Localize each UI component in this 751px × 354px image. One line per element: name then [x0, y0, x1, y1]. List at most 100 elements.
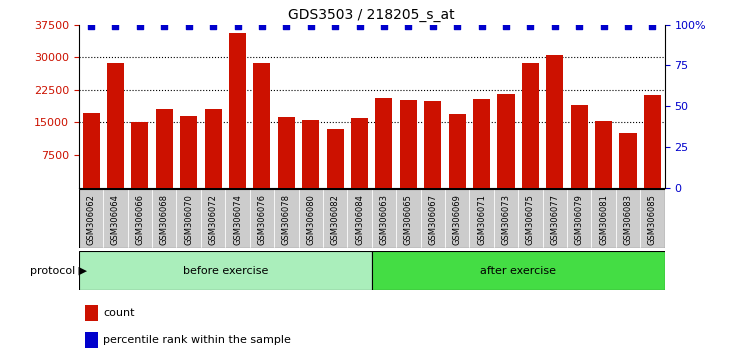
- Bar: [421, 189, 445, 248]
- Bar: [372, 189, 397, 248]
- Point: [231, 24, 243, 29]
- Bar: [351, 118, 368, 188]
- Point: [427, 24, 439, 29]
- Text: GSM306082: GSM306082: [330, 194, 339, 245]
- Point: [85, 24, 97, 29]
- Bar: [372, 251, 665, 290]
- Point: [622, 24, 634, 29]
- Text: ▶: ▶: [75, 266, 87, 276]
- Text: count: count: [104, 308, 135, 318]
- Bar: [445, 189, 469, 248]
- Bar: [644, 95, 661, 188]
- Bar: [424, 101, 442, 188]
- Bar: [302, 120, 319, 188]
- Bar: [347, 189, 372, 248]
- Bar: [397, 189, 421, 248]
- Text: GSM306065: GSM306065: [404, 194, 413, 245]
- Text: after exercise: after exercise: [480, 266, 556, 276]
- Bar: [567, 189, 592, 248]
- Point: [451, 24, 463, 29]
- Text: GSM306063: GSM306063: [379, 194, 388, 245]
- Point: [500, 24, 512, 29]
- Bar: [131, 122, 149, 188]
- Bar: [128, 189, 152, 248]
- Point: [110, 24, 122, 29]
- Point: [158, 24, 170, 29]
- Bar: [204, 109, 222, 188]
- Text: GSM306083: GSM306083: [623, 194, 632, 245]
- Point: [329, 24, 341, 29]
- Point: [134, 24, 146, 29]
- Bar: [152, 189, 176, 248]
- Bar: [546, 55, 563, 188]
- Bar: [376, 98, 393, 188]
- Text: percentile rank within the sample: percentile rank within the sample: [104, 335, 291, 346]
- Point: [378, 24, 390, 29]
- Bar: [299, 189, 323, 248]
- Bar: [201, 189, 225, 248]
- Bar: [180, 116, 198, 188]
- Text: GSM306073: GSM306073: [502, 194, 511, 245]
- Bar: [620, 133, 637, 188]
- Point: [573, 24, 585, 29]
- Bar: [229, 34, 246, 188]
- Bar: [107, 63, 124, 188]
- Text: GSM306064: GSM306064: [111, 194, 120, 245]
- Point: [475, 24, 487, 29]
- Point: [280, 24, 292, 29]
- Point: [598, 24, 610, 29]
- Text: GSM306080: GSM306080: [306, 194, 315, 245]
- Bar: [595, 121, 612, 188]
- Bar: [83, 113, 100, 188]
- Bar: [323, 189, 347, 248]
- Text: GSM306067: GSM306067: [428, 194, 437, 245]
- Text: GSM306062: GSM306062: [86, 194, 95, 245]
- Text: GSM306074: GSM306074: [233, 194, 242, 245]
- Bar: [518, 189, 542, 248]
- Text: GSM306069: GSM306069: [453, 194, 462, 245]
- Text: GSM306066: GSM306066: [135, 194, 144, 245]
- Text: before exercise: before exercise: [182, 266, 268, 276]
- Bar: [571, 105, 588, 188]
- Bar: [448, 114, 466, 188]
- Point: [256, 24, 268, 29]
- Text: GSM306081: GSM306081: [599, 194, 608, 245]
- Bar: [400, 100, 417, 188]
- Text: protocol: protocol: [30, 266, 75, 276]
- Point: [647, 24, 659, 29]
- Bar: [473, 99, 490, 188]
- Text: GSM306085: GSM306085: [648, 194, 657, 245]
- Point: [207, 24, 219, 29]
- Bar: [542, 189, 567, 248]
- Title: GDS3503 / 218205_s_at: GDS3503 / 218205_s_at: [288, 8, 455, 22]
- Bar: [249, 189, 274, 248]
- Point: [549, 24, 561, 29]
- Bar: [176, 189, 201, 248]
- Text: GSM306076: GSM306076: [258, 194, 267, 245]
- Text: GSM306075: GSM306075: [526, 194, 535, 245]
- Text: GSM306077: GSM306077: [550, 194, 559, 245]
- Bar: [225, 189, 249, 248]
- Text: GSM306084: GSM306084: [355, 194, 364, 245]
- Bar: [522, 63, 539, 188]
- Point: [403, 24, 415, 29]
- Bar: [494, 189, 518, 248]
- Bar: [85, 305, 98, 321]
- Text: GSM306068: GSM306068: [160, 194, 169, 245]
- Text: GSM306078: GSM306078: [282, 194, 291, 245]
- Point: [182, 24, 195, 29]
- Bar: [278, 117, 295, 188]
- Text: GSM306072: GSM306072: [209, 194, 218, 245]
- Bar: [592, 189, 616, 248]
- Bar: [327, 129, 344, 188]
- Point: [524, 24, 536, 29]
- Bar: [79, 189, 104, 248]
- Bar: [155, 109, 173, 188]
- Bar: [469, 189, 494, 248]
- Bar: [85, 332, 98, 348]
- Bar: [274, 189, 299, 248]
- Point: [305, 24, 317, 29]
- Text: GSM306079: GSM306079: [575, 194, 584, 245]
- Text: GSM306071: GSM306071: [477, 194, 486, 245]
- Bar: [253, 63, 270, 188]
